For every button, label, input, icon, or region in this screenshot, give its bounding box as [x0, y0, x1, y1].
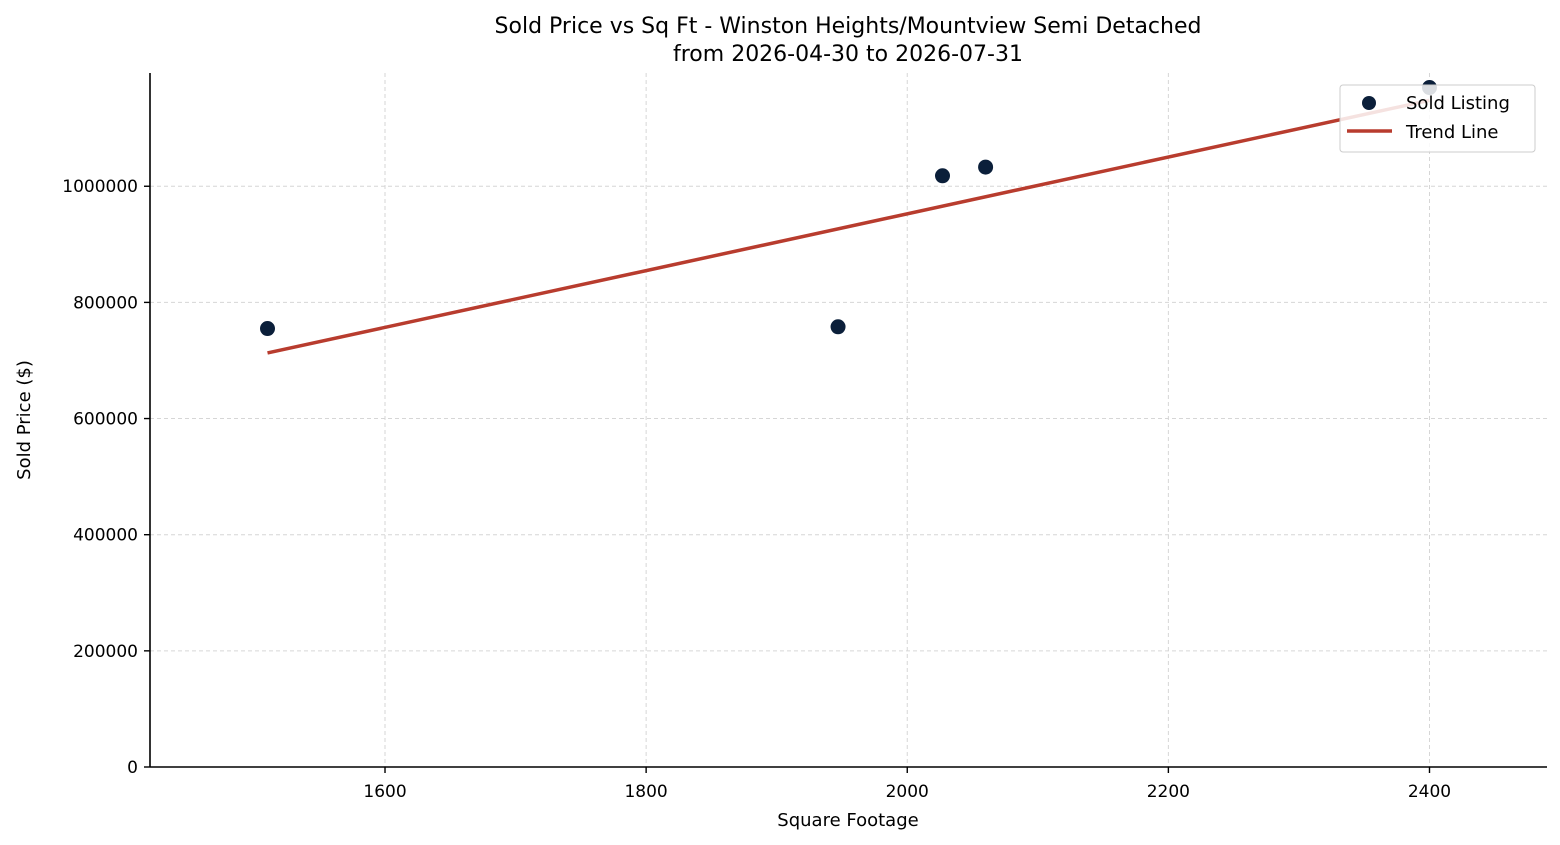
y-tick-label: 1000000: [62, 177, 138, 197]
trend-line-layer: [267, 98, 1430, 355]
legend-label-sold-listing: Sold Listing: [1406, 93, 1510, 114]
chart-title: Sold Price vs Sq Ft - Winston Heights/Mo…: [495, 14, 1202, 39]
chart-subtitle: from 2026-04-30 to 2026-07-31: [673, 42, 1023, 67]
y-tick-label: 600000: [73, 410, 138, 430]
x-tick-label: 2000: [886, 782, 929, 802]
x-ticks: 1600 1800 2000 2200 2400: [363, 767, 1451, 802]
y-tick-label: 0: [127, 758, 138, 778]
legend-label-trend-line: Trend Line: [1405, 122, 1499, 143]
data-points: [260, 80, 1437, 337]
axes: [149, 73, 1547, 768]
data-point: [978, 159, 994, 175]
data-point: [830, 319, 846, 335]
y-ticks: 0 200000 400000 600000 800000 1000000: [62, 177, 150, 778]
grid-lines: [150, 73, 1547, 767]
data-point: [935, 168, 951, 184]
legend-marker-sold-listing: [1362, 96, 1376, 110]
x-tick-label: 1800: [624, 782, 667, 802]
y-tick-label: 200000: [73, 642, 138, 662]
y-tick-label: 800000: [73, 293, 138, 313]
x-tick-label: 2400: [1408, 782, 1451, 802]
x-tick-label: 1600: [363, 782, 406, 802]
y-tick-label: 400000: [73, 526, 138, 546]
trend-line: [267, 98, 1430, 355]
x-axis-label: Square Footage: [777, 810, 918, 831]
legend: Sold Listing Trend Line: [1339, 84, 1536, 153]
data-point: [260, 321, 276, 337]
y-axis-label: Sold Price ($): [14, 360, 35, 480]
x-tick-label: 2200: [1147, 782, 1190, 802]
legend-box: [1339, 84, 1536, 153]
